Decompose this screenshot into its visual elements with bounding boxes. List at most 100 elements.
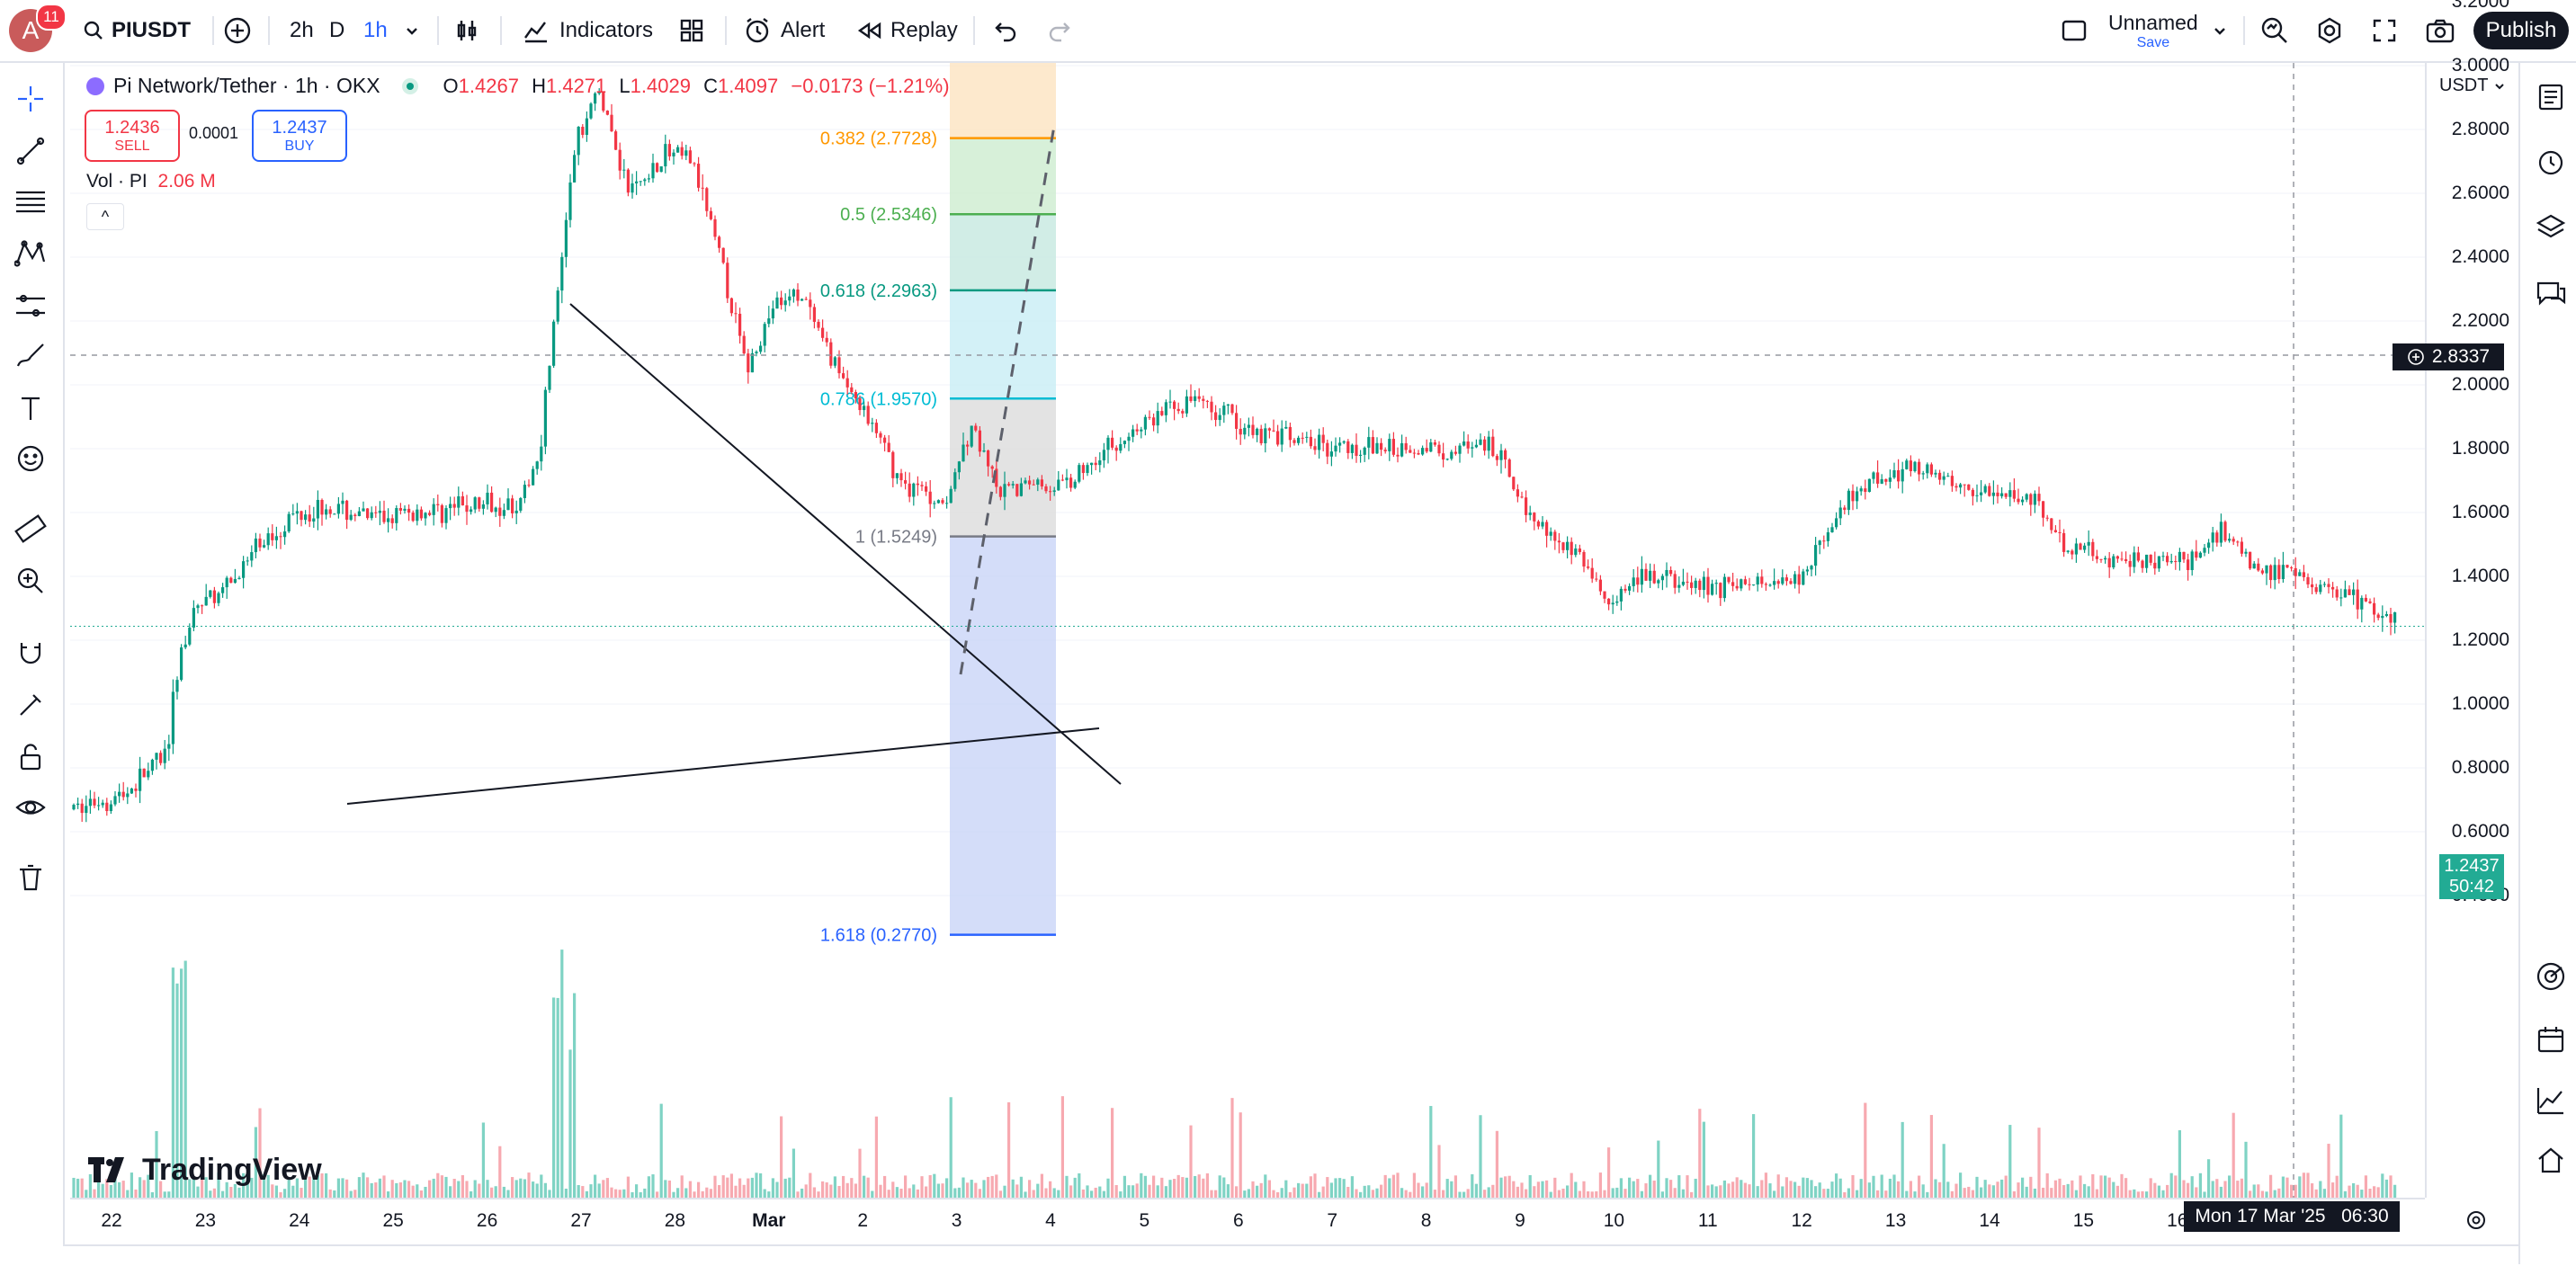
- volume-bar: [1797, 1185, 1801, 1198]
- volume-bar: [316, 1175, 319, 1198]
- axis-settings-button[interactable]: [2464, 1208, 2488, 1236]
- interval-2h[interactable]: 2h: [290, 0, 314, 61]
- candle-body: [254, 538, 257, 553]
- snapshot-button[interactable]: [2425, 0, 2455, 61]
- forecast-tool[interactable]: [13, 288, 49, 324]
- price-chart[interactable]: 0 (3.5442)0.236 (3.0676)0.382 (2.7728)0.…: [70, 63, 2425, 1198]
- candle-body: [1412, 452, 1416, 454]
- candle-body: [167, 744, 171, 749]
- ideas-button[interactable]: [2533, 1083, 2569, 1119]
- volume-bar: [755, 1172, 758, 1198]
- price-tick-label: 2.2000: [2451, 310, 2509, 331]
- candle-body: [1719, 583, 1722, 599]
- hide-drawings-tool[interactable]: [13, 789, 49, 825]
- price-axis[interactable]: USDT 3.40003.20003.00002.80002.60002.400…: [2425, 0, 2518, 1198]
- collapse-legend-button[interactable]: ^: [86, 203, 124, 230]
- lock-drawings-tool[interactable]: [13, 739, 49, 775]
- candle-body: [970, 425, 973, 447]
- volume-bar: [105, 1179, 109, 1198]
- settings-button[interactable]: [2315, 0, 2344, 61]
- volume-bar: [428, 1180, 432, 1198]
- alert-button[interactable]: Alert: [743, 0, 825, 61]
- candle-body: [1181, 411, 1185, 414]
- currency-selector[interactable]: USDT: [2439, 76, 2506, 96]
- candle-body: [1756, 576, 1759, 585]
- fib-tool[interactable]: [13, 183, 49, 219]
- interval-dropdown[interactable]: [403, 0, 421, 61]
- time-axis[interactable]: 22 23 24 25 26 27 28 Mar 2 3 4 5 6 7 8 9 10 11 12 13 14 15 16: [70, 1198, 2485, 1244]
- interval-1h[interactable]: 1h: [363, 0, 388, 61]
- volume-bar: [1587, 1190, 1590, 1198]
- volume-bar: [1052, 1188, 1056, 1198]
- brush-tool[interactable]: [13, 338, 49, 374]
- indicators-button[interactable]: Indicators: [522, 0, 653, 61]
- volume-bar: [2099, 1175, 2103, 1198]
- hotlists-button[interactable]: [2533, 958, 2569, 994]
- layout-checkbox[interactable]: [2060, 0, 2089, 61]
- layout-dropdown[interactable]: [2211, 0, 2229, 61]
- candle-body: [713, 218, 717, 237]
- candle-body: [647, 178, 650, 180]
- redo-button[interactable]: [1047, 0, 1072, 61]
- buy-button[interactable]: 1.2437 BUY: [252, 110, 347, 162]
- candle-body: [1673, 574, 1677, 588]
- sell-button[interactable]: 1.2436 SELL: [85, 110, 180, 162]
- candle-body: [2389, 613, 2393, 623]
- price-tick-label: 2.0000: [2451, 374, 2509, 395]
- candle-body: [1272, 430, 1275, 432]
- chat-button[interactable]: [2533, 275, 2569, 311]
- compare-button[interactable]: [223, 0, 252, 61]
- candle-body: [1983, 486, 1987, 493]
- templates-button[interactable]: [678, 0, 705, 61]
- series-title[interactable]: Pi Network/Tether · 1h · OKX: [113, 74, 380, 97]
- magnet-tool[interactable]: [13, 635, 49, 671]
- symbol-search[interactable]: PIUSDT: [83, 0, 191, 61]
- candle-body: [1160, 411, 1164, 415]
- pattern-tool[interactable]: [13, 236, 49, 272]
- volume-bar: [1102, 1190, 1105, 1198]
- crosshair-tool[interactable]: [13, 81, 49, 117]
- volume-bar: [1073, 1177, 1077, 1198]
- candle-body: [1400, 442, 1404, 457]
- zoom-tool[interactable]: [13, 563, 49, 599]
- volume-bar: [2311, 1183, 2314, 1198]
- volume-bar: [1669, 1180, 1673, 1198]
- calendar-button[interactable]: [2533, 1021, 2569, 1057]
- candle-body: [1706, 576, 1710, 595]
- chart-type-button[interactable]: [453, 0, 480, 61]
- interval-d[interactable]: D: [329, 0, 344, 61]
- volume-bar: [1495, 1130, 1498, 1198]
- trend-line-tool[interactable]: [13, 133, 49, 169]
- help-button[interactable]: [2533, 1142, 2569, 1178]
- volume-bar: [374, 1182, 378, 1198]
- remove-drawings-tool[interactable]: [13, 860, 49, 896]
- volume-bar: [1963, 1188, 1966, 1198]
- volume-bar: [1123, 1175, 1126, 1198]
- volume-bar: [1926, 1191, 1929, 1198]
- time-tick-label: 2: [857, 1210, 869, 1231]
- candle-body: [279, 536, 282, 538]
- watchlist-button[interactable]: [2533, 79, 2569, 115]
- measure-tool[interactable]: [13, 511, 49, 547]
- drawing-toolbar: [0, 63, 65, 1264]
- replay-button[interactable]: Replay: [856, 0, 958, 61]
- volume-bar: [101, 1183, 104, 1198]
- publish-button[interactable]: Publish: [2473, 12, 2569, 49]
- candle-body: [2203, 548, 2206, 553]
- stay-in-drawing-tool[interactable]: [13, 687, 49, 723]
- candle-body: [1313, 446, 1317, 450]
- object-tree-button[interactable]: [2533, 209, 2569, 245]
- undo-button[interactable]: [993, 0, 1018, 61]
- candle-body: [2166, 556, 2169, 563]
- alerts-panel-button[interactable]: [2533, 144, 2569, 180]
- volume-bar: [1632, 1181, 1635, 1198]
- volume-bar: [2285, 1177, 2289, 1198]
- volume-bar: [1859, 1179, 1863, 1198]
- candle-body: [1003, 484, 1006, 497]
- candle-body: [2252, 563, 2256, 569]
- quick-search-button[interactable]: [2259, 0, 2290, 61]
- emoji-tool[interactable]: [13, 441, 49, 477]
- fullscreen-button[interactable]: [2371, 0, 2398, 61]
- layout-name-button[interactable]: Unnamed Save: [2108, 0, 2198, 61]
- text-tool[interactable]: [13, 390, 49, 426]
